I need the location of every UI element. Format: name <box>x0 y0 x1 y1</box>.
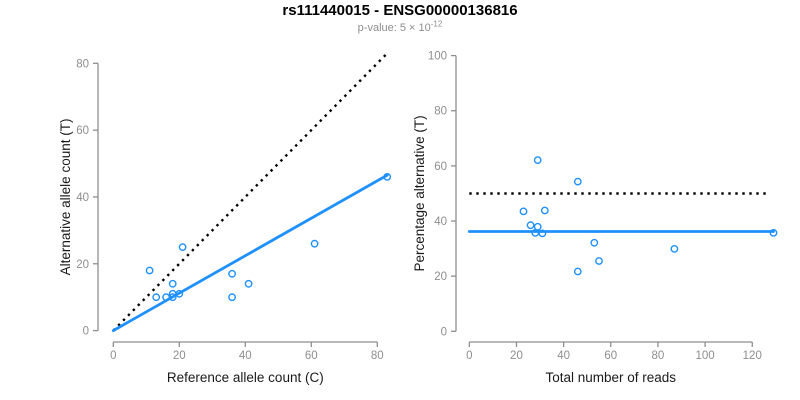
y-axis-title: Percentage alternative (T) <box>412 115 427 271</box>
figure-subtitle: p-value: 5 × 10-12 <box>0 19 800 34</box>
allelic-fraction-fit-line <box>111 173 389 333</box>
x-tick-label: 40 <box>557 350 570 362</box>
data-point <box>228 293 237 302</box>
data-point <box>152 293 161 302</box>
data-point <box>595 257 603 265</box>
y-tick-label: 40 <box>76 192 89 204</box>
data-point <box>178 243 187 252</box>
y-tick-label: 0 <box>83 326 89 338</box>
x-axis-title: Total number of reads <box>545 370 676 385</box>
figure-title: rs111440015 - ENSG00000136816 <box>282 2 518 19</box>
x-tick-label: 20 <box>510 350 523 362</box>
x-tick-label: 100 <box>696 350 715 362</box>
x-tick-label: 60 <box>305 350 318 362</box>
y-tick-label: 20 <box>434 271 447 283</box>
data-point <box>533 156 542 165</box>
data-point <box>670 244 679 253</box>
identity-line <box>112 52 389 332</box>
data-point <box>519 207 528 216</box>
data-point <box>310 239 319 248</box>
y-tick-label: 20 <box>76 259 89 271</box>
data-point <box>540 206 549 215</box>
pvalue-text: p-value: 5 × 10 <box>357 22 431 34</box>
y-tick-label: 60 <box>434 161 447 173</box>
x-tick-label: 120 <box>743 350 762 362</box>
pvalue-exponent: -12 <box>430 19 443 29</box>
y-tick-label: 40 <box>434 216 447 228</box>
data-point <box>168 279 177 288</box>
left-scatter-panel: 0 20 40 60 80 0 20 40 60 80 Reference allele count… <box>58 52 392 385</box>
x-tick-label: 80 <box>371 350 384 362</box>
x-tick-label: 40 <box>239 350 252 362</box>
y-tick-label: 80 <box>434 106 447 118</box>
data-point <box>145 266 154 275</box>
right-scatter-panel: 0 20 40 60 80 100 0 20 40 60 80 100 120 Total number … <box>412 51 778 385</box>
data-point <box>573 267 582 276</box>
y-tick-label: 0 <box>441 326 447 338</box>
x-tick-label: 80 <box>652 350 665 362</box>
y-tick-label: 80 <box>76 58 89 70</box>
data-point <box>573 177 582 186</box>
data-point <box>244 279 253 288</box>
x-axis-title: Reference allele count (C) <box>167 370 324 385</box>
data-point <box>228 269 237 278</box>
x-tick-label: 0 <box>110 350 116 362</box>
data-point <box>590 238 599 247</box>
y-tick-label: 100 <box>428 51 447 63</box>
data-point <box>526 221 535 230</box>
y-axis-title: Alternative allele count (T) <box>58 119 73 276</box>
x-tick-label: 60 <box>604 350 617 362</box>
x-tick-label: 0 <box>466 350 472 362</box>
y-tick-label: 60 <box>76 125 89 137</box>
x-tick-label: 20 <box>173 350 186 362</box>
